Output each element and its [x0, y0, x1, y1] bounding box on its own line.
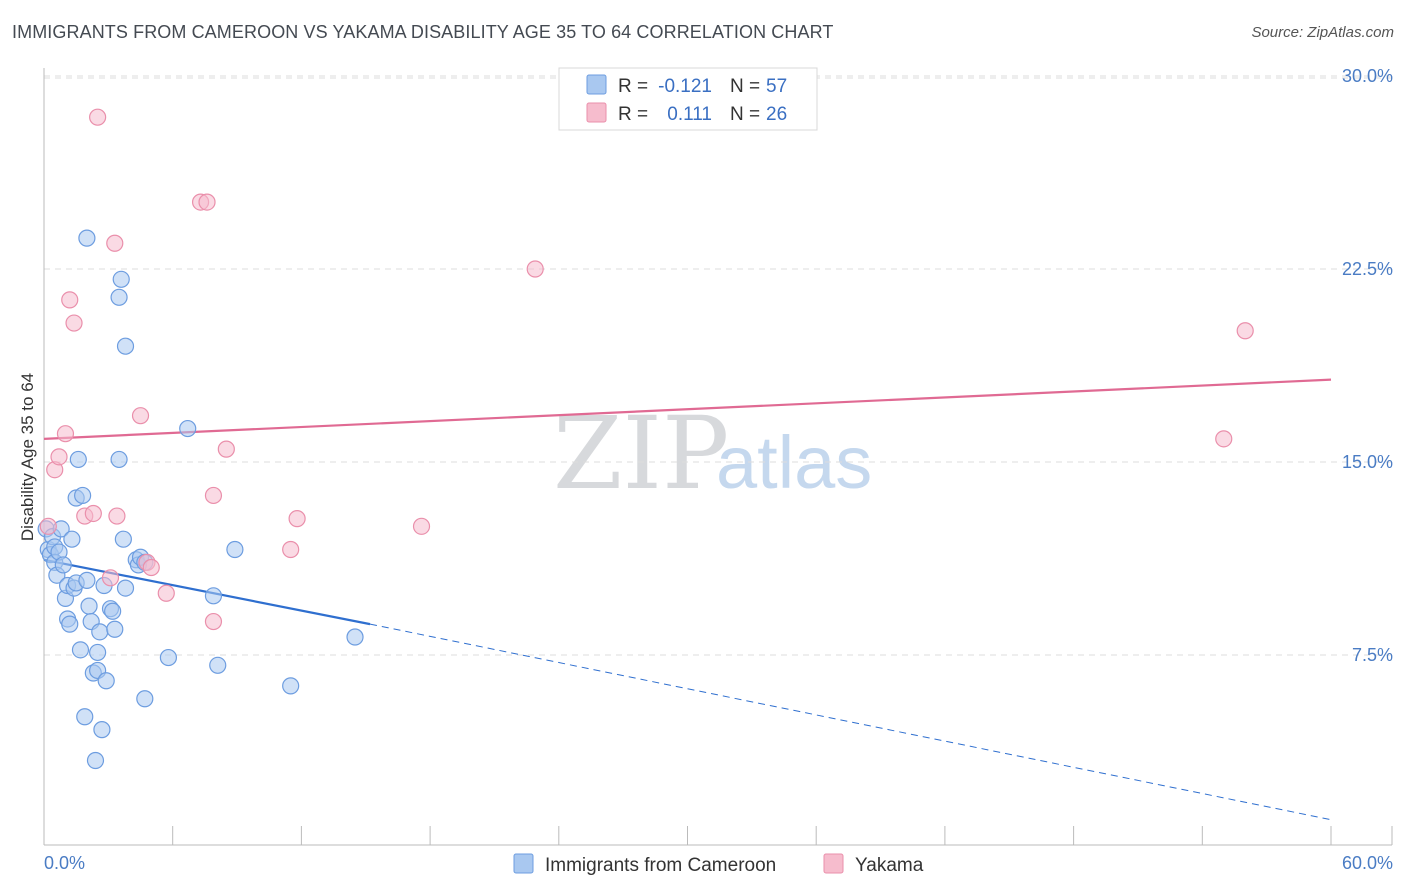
point-yakama-23 — [412, 517, 431, 535]
point-yakama-14 — [142, 558, 160, 577]
y-tick-label-3: 30.0% — [1342, 66, 1393, 86]
point-cameroon-38 — [110, 288, 128, 306]
trend-line-yakama — [43, 378, 1332, 440]
x-tick-marks — [43, 826, 1393, 845]
point-cameroon-21 — [76, 708, 94, 726]
point-yakama-18 — [204, 612, 223, 631]
legend-r-label-0: R = — [618, 76, 648, 97]
y-tick-label-0: 7.5% — [1352, 645, 1393, 665]
y-tick-labels: 7.5% 15.0% 22.5% 30.0% — [1342, 66, 1393, 665]
point-cameroon-54 — [346, 628, 364, 646]
point-cameroon-23 — [78, 229, 96, 247]
point-yakama-25 — [1215, 430, 1233, 448]
point-yakama-7 — [84, 504, 102, 523]
point-cameroon-27 — [86, 751, 105, 770]
point-yakama-17 — [198, 193, 216, 211]
x-tick-label-max: 60.0% — [1342, 853, 1393, 873]
point-yakama-9 — [101, 569, 120, 587]
point-yakama-22 — [288, 510, 306, 528]
point-cameroon-20 — [74, 486, 92, 505]
point-cameroon-53 — [282, 677, 300, 695]
point-yakama-11 — [108, 507, 126, 525]
point-cameroon-37 — [110, 450, 128, 469]
watermark-zip: ZIP — [553, 395, 729, 512]
point-cameroon-22 — [78, 571, 96, 589]
legend-swatch-yakama — [586, 102, 607, 123]
point-cameroon-41 — [116, 579, 135, 597]
point-cameroon-36 — [106, 620, 124, 638]
point-cameroon-49 — [179, 419, 197, 438]
trend-line-cameroon-extension — [369, 623, 1332, 821]
legend-swatch-cameroon — [586, 74, 607, 95]
point-yakama-5 — [65, 314, 83, 332]
point-cameroon-9 — [54, 556, 72, 574]
point-yakama-4 — [61, 291, 79, 309]
point-cameroon-33 — [97, 672, 115, 690]
y-tick-label-2: 22.5% — [1342, 259, 1393, 279]
point-yakama-20 — [217, 440, 235, 458]
point-cameroon-52 — [226, 540, 244, 559]
y-axis-label: Disability Age 35 to 64 — [18, 373, 37, 541]
legend-n-label-0: N = — [730, 76, 760, 97]
legend: R = -0.121 N = 57 R = 0.111 N = 26 — [558, 67, 818, 131]
source-credit: Source: ZipAtlas.com — [1251, 24, 1394, 41]
point-yakama-8 — [89, 108, 107, 126]
point-yakama-12 — [131, 407, 150, 425]
bottom-legend-label-yakama: Yakama — [855, 855, 924, 876]
legend-n-value-0: 57 — [766, 76, 787, 97]
point-yakama-24 — [526, 260, 544, 278]
point-yakama-15 — [157, 584, 175, 602]
legend-r-value-1: 0.111 — [667, 104, 712, 125]
bottom-legend-label-cameroon: Immigrants from Cameroon — [545, 855, 776, 876]
point-cameroon-18 — [69, 450, 87, 469]
chart-title: IMMIGRANTS FROM CAMEROON VS YAKAMA DISAB… — [12, 22, 834, 42]
legend-r-value-0: -0.121 — [658, 76, 712, 97]
point-cameroon-13 — [61, 615, 79, 633]
point-yakama-26 — [1236, 322, 1254, 340]
data-points — [37, 108, 1254, 770]
y-tick-label-1: 15.0% — [1342, 452, 1393, 472]
grid-lines — [44, 75, 1392, 656]
legend-r-label-1: R = — [618, 104, 648, 125]
point-cameroon-24 — [80, 597, 98, 615]
point-cameroon-50 — [204, 587, 223, 605]
bottom-legend-swatch-cameroon — [513, 853, 534, 874]
point-cameroon-28 — [89, 643, 107, 662]
legend-n-value-1: 26 — [766, 104, 787, 125]
bottom-legend: Immigrants from Cameroon Yakama — [513, 853, 924, 876]
point-yakama-0 — [39, 517, 57, 535]
point-cameroon-35 — [104, 602, 122, 620]
x-tick-label-min: 0.0% — [44, 853, 85, 873]
point-cameroon-39 — [112, 270, 130, 288]
point-yakama-2 — [50, 448, 68, 466]
point-cameroon-47 — [136, 690, 154, 708]
point-cameroon-31 — [93, 721, 111, 739]
point-cameroon-40 — [114, 530, 132, 548]
legend-n-label-1: N = — [730, 104, 760, 125]
point-cameroon-19 — [71, 641, 90, 659]
point-cameroon-14 — [63, 530, 81, 548]
point-yakama-10 — [106, 234, 124, 252]
bottom-legend-swatch-yakama — [823, 853, 844, 874]
point-yakama-3 — [56, 425, 75, 443]
point-cameroon-51 — [209, 656, 227, 674]
point-yakama-21 — [282, 540, 300, 559]
point-yakama-19 — [204, 486, 223, 505]
point-cameroon-48 — [159, 648, 178, 667]
point-cameroon-30 — [91, 623, 109, 641]
point-cameroon-42 — [116, 337, 135, 355]
